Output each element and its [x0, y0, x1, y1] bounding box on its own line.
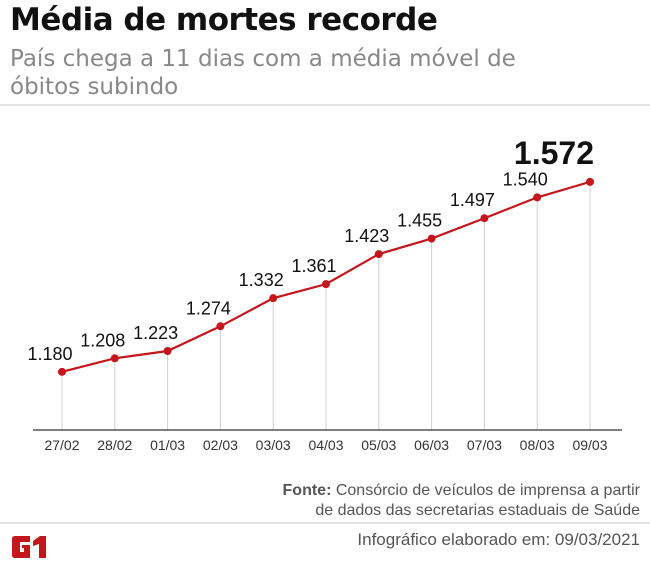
- x-tick-label: 27/02: [44, 437, 79, 453]
- x-tick-label: 09/03: [572, 437, 607, 453]
- data-point: [322, 280, 330, 289]
- source-label: Fonte:: [282, 482, 332, 499]
- source-note: Fonte: Consórcio de veículos de imprensa…: [280, 481, 640, 521]
- data-point: [163, 347, 172, 356]
- data-point: [216, 322, 225, 331]
- x-tick-label: 01/03: [150, 437, 185, 453]
- footer-divider: [0, 522, 650, 524]
- data-point: [374, 250, 383, 259]
- data-label: 1.423: [344, 226, 389, 246]
- data-point: [533, 193, 542, 202]
- x-tick-label: 05/03: [361, 437, 396, 453]
- data-point: [269, 294, 278, 303]
- data-label: 1.332: [239, 270, 284, 290]
- chart-subtitle: País chega a 11 dias com a média móvel d…: [10, 46, 516, 100]
- credit-line: Infográfico elaborado em: 09/03/2021: [357, 530, 640, 549]
- data-label: 1.180: [27, 344, 72, 364]
- data-label: 1.540: [503, 169, 548, 189]
- x-tick-label: 28/02: [97, 437, 132, 453]
- x-tick-label: 07/03: [467, 437, 502, 453]
- data-point: [58, 367, 66, 376]
- data-point: [110, 354, 119, 363]
- data-point: [427, 234, 436, 243]
- data-point: [480, 214, 489, 223]
- data-label: 1.208: [80, 330, 125, 350]
- data-label: 1.497: [450, 190, 495, 210]
- header-divider: [0, 104, 650, 106]
- x-tick-label: 06/03: [414, 437, 449, 453]
- data-label: 1.223: [133, 323, 178, 343]
- x-tick-label: 03/03: [256, 437, 291, 453]
- data-label: 1.572: [514, 135, 594, 171]
- data-label: 1.274: [186, 298, 231, 318]
- chart-title: Média de mortes recorde: [10, 2, 438, 38]
- x-tick-label: 02/03: [203, 437, 238, 453]
- g1-logo: [12, 536, 46, 558]
- data-point: [586, 177, 594, 186]
- x-tick-label: 08/03: [520, 437, 555, 453]
- line-chart: 1.180 27/02 1.208 28/02 1.223 01/03 1.274 02/03…: [27, 135, 622, 453]
- x-tick-label: 04/03: [308, 437, 343, 453]
- source-text: Consórcio de veículos de imprensa a part…: [315, 482, 640, 519]
- data-label: 1.455: [397, 211, 442, 231]
- data-label: 1.361: [291, 256, 336, 276]
